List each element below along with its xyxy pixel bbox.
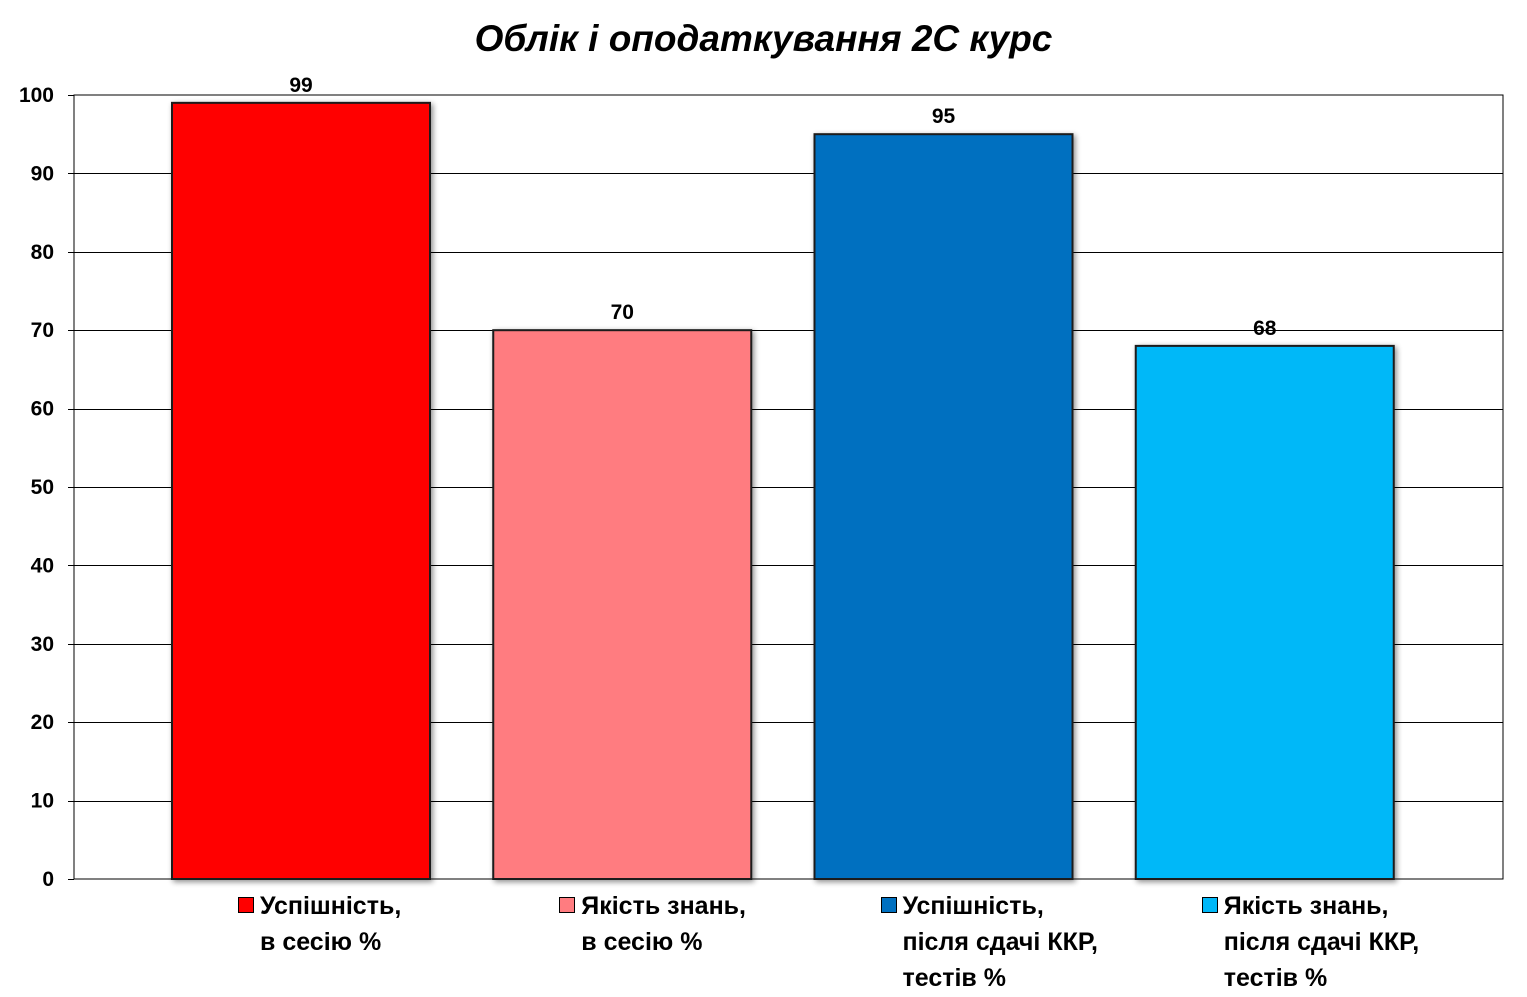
y-tick-label: 20 [31,711,54,734]
legend-line: Якість знань, [1223,892,1389,920]
bar-4 [1134,344,1395,880]
legend-swatch-3 [880,897,897,913]
bar-2 [492,329,753,880]
y-tick-label: 80 [31,241,54,264]
data-label-4: 68 [1253,317,1277,340]
y-tick-label: 100 [19,84,54,107]
y-tick-label: 50 [31,476,54,499]
legend-line: в сесію % [581,928,703,956]
legend-line: тестів % [1223,964,1328,992]
legend-label-4: Якість знань, після сдачі ККР, тестів % [1224,888,1420,996]
legend-swatch-4 [1201,897,1218,913]
legend-label-3: Успішність, після сдачі ККР, тестів % [903,888,1099,996]
legend-swatch-1 [238,897,254,913]
legend-label-2: Якість знань, в сесію % [581,888,746,960]
y-tick-label: 30 [31,633,54,656]
legend-line: тестів % [902,964,1006,992]
data-label-3: 95 [932,105,956,128]
y-tick-label: 0 [42,868,54,891]
y-tick-label: 90 [31,162,54,185]
bar-1 [171,101,431,880]
y-tick-label: 40 [31,554,54,577]
y-tick-label: 60 [31,398,54,421]
y-tick-label: 10 [31,790,54,813]
chart-title: Облік і оподаткування 2С курс [474,18,1053,59]
y-tick-label: 70 [31,319,54,342]
legend-line: Якість знань, [581,892,746,920]
legend-label-1: Успішність, в сесію % [260,888,401,960]
legend-line: Успішність, [902,892,1044,920]
bar-3 [813,133,1074,880]
data-label-1: 99 [289,74,312,97]
legend-line: після сдачі ККР, [1223,928,1420,956]
legend-line: в сесію % [260,928,382,956]
data-label-2: 70 [611,301,634,324]
legend-swatch-2 [559,897,576,913]
legend-line: після сдачі ККР, [902,928,1099,956]
legend-line: Успішність, [260,892,402,920]
